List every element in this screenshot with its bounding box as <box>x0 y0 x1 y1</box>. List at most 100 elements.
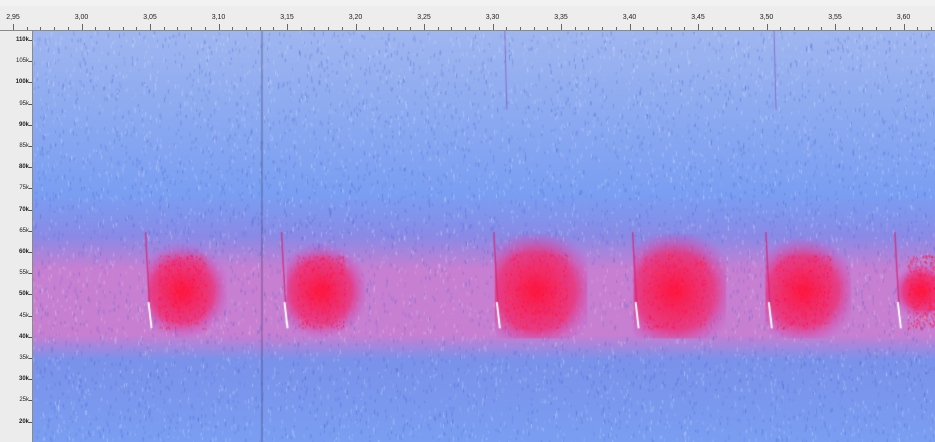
freq-tick-mark <box>29 358 32 359</box>
freq-tick-mark <box>29 40 32 41</box>
freq-tick-mark <box>29 421 32 423</box>
time-minor-tick <box>602 27 604 30</box>
freq-tick-mark <box>29 336 32 338</box>
time-minor-tick <box>766 24 768 30</box>
time-minor-tick <box>547 27 549 30</box>
time-minor-tick <box>177 27 179 30</box>
time-tick-label: 3,40 <box>622 14 637 21</box>
time-minor-tick <box>396 27 398 30</box>
time-minor-tick <box>136 27 138 30</box>
time-minor-tick <box>382 27 384 30</box>
freq-tick-label: 65k <box>19 227 29 234</box>
time-minor-tick <box>95 27 97 30</box>
time-minor-tick <box>835 24 836 30</box>
freq-tick-mark <box>29 379 32 381</box>
freq-tick-label: 40k <box>18 333 29 340</box>
time-tick-label: 3,60 <box>896 14 911 21</box>
time-minor-tick <box>259 27 261 30</box>
freq-tick-label: 35k <box>19 355 29 361</box>
time-minor-tick <box>752 27 754 30</box>
time-minor-tick <box>410 27 412 30</box>
time-minor-tick <box>451 27 453 30</box>
freq-tick-mark <box>29 146 32 147</box>
time-minor-tick <box>300 27 302 30</box>
time-minor-tick <box>643 27 645 30</box>
time-minor-tick <box>465 27 467 30</box>
time-minor-tick <box>424 24 425 30</box>
freq-tick-mark <box>29 230 32 232</box>
freq-tick-label: 25k <box>19 397 29 404</box>
time-minor-tick <box>314 27 316 30</box>
freq-tick-label: 75k <box>19 185 29 192</box>
time-tick-label: 3,55 <box>828 14 842 21</box>
time-minor-tick <box>917 27 919 30</box>
time-tick-label: 2,95 <box>6 14 20 21</box>
freq-tick-label: 20k <box>18 418 29 425</box>
time-minor-tick <box>780 27 782 30</box>
freq-tick-label: 85k <box>19 143 29 149</box>
freq-tick-mark <box>29 252 32 253</box>
time-minor-tick <box>889 27 891 30</box>
time-minor-tick <box>369 27 371 30</box>
time-minor-tick <box>40 27 42 30</box>
time-minor-tick <box>108 27 110 30</box>
time-minor-tick <box>54 27 56 30</box>
time-minor-tick <box>533 27 535 30</box>
time-tick-label: 3,05 <box>143 14 157 21</box>
time-minor-tick <box>218 24 220 30</box>
freq-tick-mark <box>29 103 32 105</box>
spectrogram-view[interactable] <box>33 31 935 442</box>
freq-tick-label: 105k <box>15 58 29 65</box>
time-tick-label: 3,35 <box>554 14 568 21</box>
time-minor-tick <box>876 27 878 30</box>
time-tick-label: 3,50 <box>759 14 774 21</box>
time-minor-tick <box>821 27 823 30</box>
freq-tick-mark <box>29 294 32 296</box>
freq-tick-mark <box>29 273 32 275</box>
time-minor-tick <box>574 27 576 30</box>
frequency-axis: 110k 105k 100k 95k 90k 85k 80k 75k 70k 65k 60k 55k 5… <box>0 31 33 442</box>
time-minor-tick <box>204 27 206 30</box>
time-minor-tick <box>670 27 672 30</box>
time-tick-label: 3,15 <box>280 14 294 21</box>
time-minor-tick <box>328 27 330 30</box>
time-minor-tick <box>26 27 28 30</box>
time-minor-tick <box>287 24 288 30</box>
time-minor-tick <box>150 24 151 30</box>
time-minor-tick <box>191 27 193 30</box>
freq-tick-label: 45k <box>19 312 29 319</box>
time-minor-tick <box>615 27 617 30</box>
time-minor-tick <box>725 27 727 30</box>
freq-tick-mark <box>29 167 32 169</box>
time-tick-label: 3,25 <box>417 14 431 21</box>
freq-tick-mark <box>29 188 32 190</box>
time-minor-tick <box>930 27 932 30</box>
freq-tick-mark <box>29 124 32 126</box>
time-minor-tick <box>903 24 905 30</box>
time-minor-tick <box>848 27 850 30</box>
freq-tick-label: 110k <box>15 37 29 43</box>
time-tick-label: 3,30 <box>485 14 500 21</box>
time-minor-tick <box>506 27 508 30</box>
time-minor-tick <box>81 24 83 30</box>
freq-tick-label: 100k <box>15 79 29 86</box>
time-minor-tick <box>232 27 234 30</box>
time-minor-tick <box>862 27 864 30</box>
freq-tick-mark <box>29 61 32 63</box>
time-minor-tick <box>273 27 275 30</box>
freq-tick-label: 60k <box>18 249 29 255</box>
freq-tick-label: 50k <box>18 291 29 298</box>
freq-tick-label: 95k <box>19 100 29 107</box>
time-ruler[interactable]: 2,95 3,00 3,05 3,10 3,15 3,20 3,25 3,30 3,35 3,40… <box>0 6 935 31</box>
time-tick-label: 3,10 <box>211 14 226 21</box>
time-minor-tick <box>629 24 631 30</box>
time-minor-tick <box>163 27 165 30</box>
time-minor-tick <box>656 27 658 30</box>
time-minor-tick <box>711 27 713 30</box>
freq-tick-label: 30k <box>18 376 29 383</box>
time-minor-tick <box>355 24 357 30</box>
time-minor-tick <box>478 27 480 30</box>
time-minor-tick <box>519 27 521 30</box>
freq-tick-label: 55k <box>19 270 29 277</box>
time-minor-tick <box>807 27 809 30</box>
